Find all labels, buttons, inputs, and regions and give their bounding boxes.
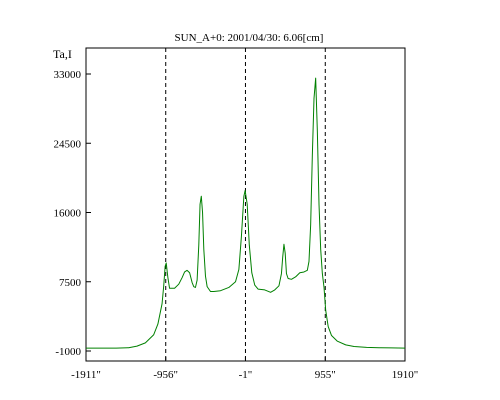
x-tick-label: 1910": [392, 369, 419, 381]
vertical-markers: [165, 48, 326, 361]
y-axis-label: Ta,I: [53, 47, 72, 61]
series-group: [86, 77, 406, 349]
x-tick-label: -956": [153, 369, 178, 381]
x-tick-label: -1911": [71, 369, 101, 381]
y-tick-label: 33000: [54, 69, 82, 81]
series-line-0: [86, 77, 406, 349]
x-tick-label: -1": [239, 369, 253, 381]
y-tick-label: -1000: [55, 346, 81, 358]
chart-title: SUN_A+0: 2001/04/30: 6.06[cm]: [175, 32, 324, 44]
y-tick-label: 7500: [59, 277, 82, 289]
y-tick-label: 24500: [54, 138, 82, 150]
x-axis-ticks: -1911" -956" -1" 955" 1910": [71, 357, 418, 381]
x-tick-label: 955": [315, 369, 336, 381]
y-tick-label: 16000: [54, 208, 82, 220]
y-axis-ticks: -1000 7500 16000 24500 33000: [54, 69, 91, 358]
